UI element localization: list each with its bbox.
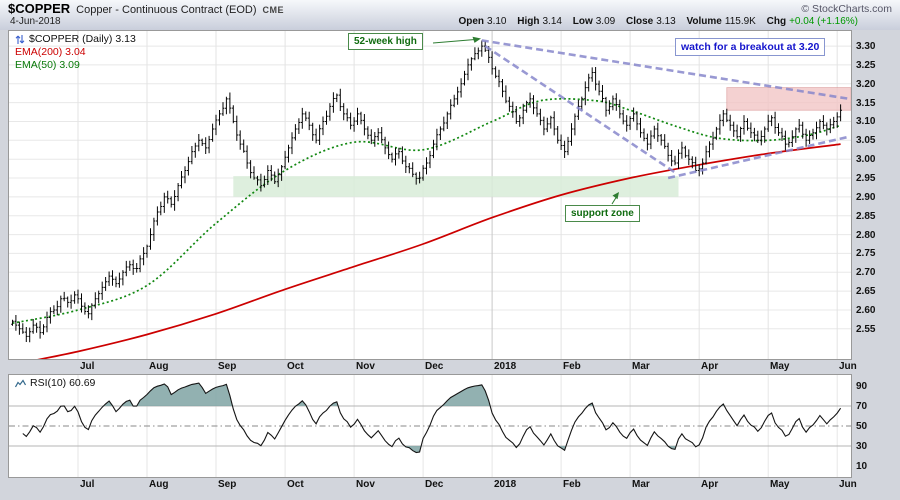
low-value: 3.09: [595, 16, 616, 27]
open-label: Open: [458, 16, 485, 27]
month-tick-label: Jun: [839, 479, 857, 490]
price-hgrid: [9, 45, 851, 330]
rsi-legend-row: RSI(10) 60.69: [15, 377, 95, 390]
ema200-legend: EMA(200) 3.04: [15, 46, 86, 58]
month-tick-label: 2018: [494, 479, 517, 490]
price-ytick-label: 2.75: [856, 248, 876, 259]
price-ytick-label: 3.20: [856, 79, 876, 90]
price-bars: [11, 40, 842, 343]
chg-label: Chg: [766, 16, 787, 27]
rsi-legend: RSI(10) 60.69: [15, 377, 95, 390]
month-tick-label: Nov: [356, 479, 375, 490]
price-legend: $COPPER (Daily) 3.13 EMA(200) 3.04 EMA(5…: [15, 33, 136, 72]
close-label: Close: [626, 16, 654, 27]
open-value: 3.10: [487, 16, 507, 27]
price-legend-row: $COPPER (Daily) 3.13: [15, 33, 136, 46]
copyright-text: © StockCharts.com: [801, 3, 892, 15]
ema50-legend: EMA(50) 3.09: [15, 59, 80, 71]
price-ytick-label: 3.00: [856, 154, 876, 165]
price-ytick-label: 2.95: [856, 173, 876, 184]
price-ytick-label: 2.60: [856, 305, 876, 316]
month-tick-label: May: [770, 479, 790, 490]
month-tick-label: Sep: [218, 361, 237, 372]
chg-value: +0.04 (+1.16%): [789, 16, 858, 27]
support-zone-rect: [233, 176, 679, 197]
price-ytick-label: 3.25: [856, 60, 876, 71]
price-ytick-label: 2.85: [856, 211, 876, 222]
price-ytick-label: 3.10: [856, 116, 876, 127]
annotation-52-week-high: 52-week high: [348, 33, 423, 50]
month-tick-label: Dec: [425, 361, 444, 372]
price-ytick-label: 3.05: [856, 135, 876, 146]
month-tick-label: Jun: [839, 361, 857, 372]
price-legend-label: $COPPER (Daily) 3.13: [29, 33, 136, 45]
exchange-label: CME: [262, 5, 284, 15]
price-panel: $COPPER (Daily) 3.13 EMA(200) 3.04 EMA(5…: [8, 30, 852, 360]
rsi-line: [22, 382, 842, 454]
security-name: Copper - Continuous Contract (EOD): [76, 4, 257, 16]
rsi-ytick-label: 50: [856, 421, 868, 432]
price-yaxis: 3.30 3.25 3.20 3.15 3.10 3.05 3.00 2.95 2.90 2.85…: [856, 31, 900, 359]
price-ytick-label: 2.80: [856, 230, 876, 241]
resistance-zone-rect: [726, 87, 851, 111]
low-label: Low: [572, 16, 593, 27]
ticker-symbol: $COPPER: [8, 1, 71, 16]
high-label: High: [517, 16, 540, 27]
rsi-panel: RSI(10) 60.69: [8, 374, 852, 478]
chart-type-icon: [15, 34, 25, 45]
trendlines: [481, 39, 850, 180]
annotation-breakout-target: watch for a breakout at 3.20: [675, 38, 826, 56]
price-ytick-label: 2.55: [856, 324, 876, 335]
rsi-ytick-label: 30: [856, 441, 868, 452]
annotation-support-zone: support zone: [565, 205, 640, 222]
month-tick-label: Aug: [149, 479, 169, 490]
chart-header: $COPPER Copper - Continuous Contract (EO…: [0, 0, 900, 30]
month-tick-label: Apr: [701, 479, 719, 490]
month-tick-label: Apr: [701, 361, 719, 372]
high-value: 3.14: [542, 16, 562, 27]
price-ytick-label: 2.65: [856, 286, 876, 297]
month-tick-label: Oct: [287, 479, 304, 490]
month-tick-label: Sep: [218, 479, 237, 490]
month-tick-label: Oct: [287, 361, 304, 372]
rsi-overbought-fill: [63, 383, 725, 406]
month-tick-label: May: [770, 361, 790, 372]
rsi-oversold-fill: [391, 446, 698, 453]
month-tick-label: Mar: [632, 479, 650, 490]
price-ytick-label: 3.15: [856, 98, 876, 109]
indicator-icon: [15, 378, 26, 389]
rsi-ytick-label: 10: [856, 461, 868, 472]
month-tick-label: Feb: [563, 479, 581, 490]
rsi-legend-label: RSI(10) 60.69: [30, 377, 96, 389]
quote-line: Open 3.10 High 3.14 Low 3.09 Close 3.13 Volu…: [458, 16, 858, 27]
rsi-yaxis: 90 70 50 30 10: [856, 375, 900, 477]
rsi-plot: [9, 375, 851, 477]
chart-date: 4-Jun-2018: [10, 16, 61, 27]
price-ytick-label: 3.30: [856, 41, 876, 52]
rsi-ytick-label: 70: [856, 401, 868, 412]
price-xaxis: Jul Aug Sep Oct Nov Dec 2018 Feb Mar Apr May Jun: [8, 361, 858, 374]
annotation-arrows: [432, 36, 619, 205]
month-tick-label: Feb: [563, 361, 581, 372]
close-value: 3.13: [656, 16, 676, 27]
ema50-line: [12, 97, 841, 325]
rsi-ytick-label: 90: [856, 381, 868, 392]
title-row: $COPPER Copper - Continuous Contract (EO…: [8, 1, 284, 16]
rsi-xaxis: Jul Aug Sep Oct Nov Dec 2018 Feb Mar Apr May Jun: [8, 479, 858, 492]
price-ytick-label: 2.70: [856, 267, 876, 278]
price-ytick-label: 2.90: [856, 192, 876, 203]
month-tick-label: 2018: [494, 361, 517, 372]
month-tick-label: Dec: [425, 479, 444, 490]
price-plot: [9, 31, 851, 359]
volume-label: Volume: [686, 16, 722, 27]
month-tick-label: Nov: [356, 361, 375, 372]
month-tick-label: Jul: [80, 479, 95, 490]
month-tick-label: Mar: [632, 361, 650, 372]
volume-value: 115.9K: [724, 16, 756, 27]
month-tick-label: Aug: [149, 361, 169, 372]
month-tick-label: Jul: [80, 361, 95, 372]
